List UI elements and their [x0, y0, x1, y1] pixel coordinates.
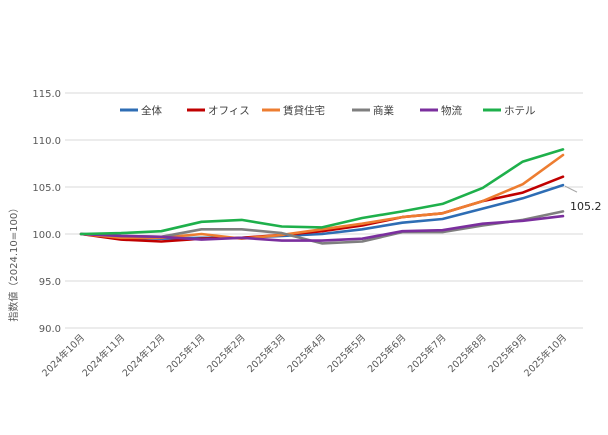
y-tick-label: 110.0: [32, 136, 61, 147]
legend-item: ホテル: [483, 105, 536, 117]
legend-label: 賃貸住宅: [283, 104, 325, 117]
legend-item: 商業: [352, 104, 394, 117]
legend-label: 全体: [141, 104, 162, 117]
legend-label: ホテル: [504, 105, 536, 117]
x-tick-label: 2025年7月: [405, 332, 448, 375]
series-lines: [79, 148, 565, 245]
x-tick-label: 2025年9月: [486, 332, 529, 375]
y-tick-label: 90.0: [39, 324, 61, 335]
x-tick-label: 2025年3月: [245, 332, 288, 375]
legend-label: 商業: [373, 104, 394, 117]
legend-item: 賃貸住宅: [262, 104, 325, 117]
y-axis-label: 指数値（2024.10=100）: [7, 203, 20, 322]
x-tick-label: 2025年5月: [325, 332, 368, 375]
x-tick-label: 2025年2月: [204, 332, 247, 375]
series-line-5: [79, 148, 565, 236]
series-line-4: [79, 214, 565, 242]
x-tick-labels: 2024年10月2024年11月2024年12月2025年1月2025年2月20…: [40, 332, 570, 380]
x-tick-label: 2025年1月: [164, 332, 207, 375]
annotation: 105.2: [564, 185, 602, 213]
annotation-leader: [564, 185, 578, 193]
y-gridlines: [65, 92, 583, 329]
legend: 全体 オフィス 賃貸住宅 商業 物流 ホテル: [120, 104, 536, 117]
x-tick-label: 2025年10月: [522, 332, 570, 380]
y-tick-label: 100.0: [32, 230, 61, 241]
legend-item: 全体: [120, 104, 162, 117]
legend-label: 物流: [441, 104, 462, 117]
y-tick-label: 95.0: [39, 277, 61, 288]
y-tick-label: 105.0: [32, 183, 61, 194]
x-tick-label: 2025年4月: [285, 332, 328, 375]
x-tick-label: 2025年6月: [365, 332, 408, 375]
legend-item: オフィス: [187, 105, 250, 117]
x-tick-label: 2024年12月: [120, 332, 168, 380]
y-tick-label: 115.0: [32, 89, 61, 100]
legend-label: オフィス: [208, 105, 250, 117]
x-tick-label: 2025年8月: [445, 332, 488, 375]
y-tick-labels: 90.0 95.0 100.0 105.0 110.0 115.0: [32, 89, 61, 335]
legend-item: 物流: [420, 104, 462, 117]
annotation-label: 105.2: [570, 200, 602, 213]
